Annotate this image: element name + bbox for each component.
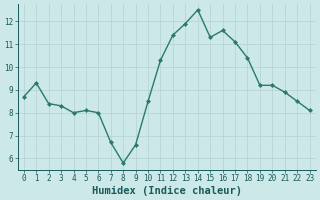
X-axis label: Humidex (Indice chaleur): Humidex (Indice chaleur) — [92, 186, 242, 196]
